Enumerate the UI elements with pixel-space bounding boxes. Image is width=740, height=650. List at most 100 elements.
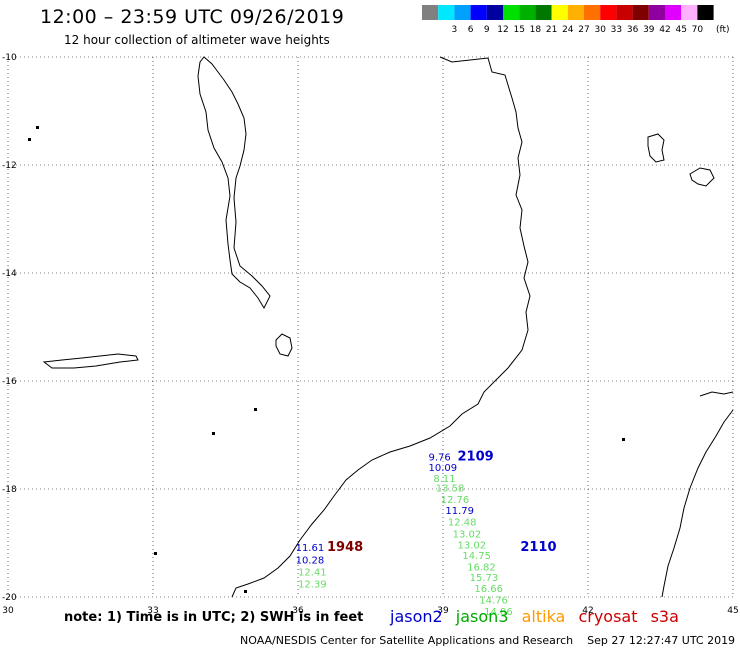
- y-tick-label: -10: [2, 53, 17, 63]
- wave-height-value: 14.75: [462, 551, 491, 562]
- wave-height-value: 10.09: [429, 463, 458, 474]
- legend-swatch: [454, 5, 471, 20]
- chart-title: 12:00 – 23:59 UTC 09/26/2019: [40, 6, 345, 28]
- y-tick-label: -14: [2, 269, 17, 279]
- wave-height-value: 12.39: [298, 579, 327, 590]
- legend-swatch: [697, 5, 714, 20]
- satellite-key: jason2 jason3 altika cryosat s3a: [390, 607, 687, 626]
- wave-height-value: 11.79: [445, 506, 474, 517]
- legend-swatch: [535, 5, 552, 20]
- wave-height-values: 9.7610.098.1113.5812.7611.7912.4813.0213…: [296, 452, 513, 617]
- pass-time-labels: 2109 2110 1948: [327, 449, 557, 555]
- x-tick-label: 36: [292, 606, 304, 616]
- legend-swatch: [616, 5, 633, 20]
- legend-label: 33: [611, 25, 622, 35]
- coastlines: [28, 56, 734, 598]
- footnote: note: 1) Time is in UTC; 2) SWH is in fe…: [64, 610, 364, 625]
- legend-label: 45: [675, 25, 686, 35]
- wave-height-value: 8.11: [433, 474, 455, 485]
- satellite-s3a: s3a: [650, 607, 679, 626]
- chart-subtitle: 12 hour collection of altimeter wave hei…: [64, 33, 330, 47]
- gridlines: [7, 56, 734, 598]
- legend-label: 12: [497, 25, 508, 35]
- x-tick-label: 42: [582, 606, 593, 616]
- wave-height-value: 12.41: [298, 567, 327, 578]
- pass-time-label: 2109: [458, 449, 494, 464]
- wave-height-value: 14.86: [484, 607, 513, 618]
- wave-height-value: 12.48: [448, 518, 477, 529]
- legend-swatch: [551, 5, 568, 20]
- coastline: [647, 133, 665, 163]
- legend-swatch: [648, 5, 665, 20]
- legend-swatch: [632, 5, 649, 20]
- satellite-jason2: jason2: [390, 607, 443, 626]
- legend-label: 30: [594, 25, 606, 35]
- pass-time-label: 1948: [327, 540, 363, 555]
- wave-height-value: 9.76: [429, 452, 451, 463]
- wave-height-value: 16.66: [474, 584, 503, 595]
- timestamp: Sep 27 12:27:47 UTC 2019: [587, 634, 736, 647]
- y-tick-label: -20: [2, 593, 17, 603]
- legend-label: 70: [692, 25, 704, 35]
- legend-swatch: [681, 5, 698, 20]
- credit-line: NOAA/NESDIS Center for Satellite Applica…: [240, 634, 735, 647]
- legend-label: 42: [659, 25, 670, 35]
- legend-label: 36: [627, 25, 639, 35]
- satellite-jason3: jason3: [455, 607, 509, 626]
- wave-height-value: 13.02: [453, 530, 482, 541]
- legend-label: 6: [468, 25, 474, 35]
- legend-swatch: [567, 5, 584, 20]
- satellite-altika: altika: [521, 607, 566, 626]
- wave-height-value: 16.82: [467, 563, 496, 574]
- legend-label: 21: [546, 25, 557, 35]
- y-tick-label: -12: [2, 161, 17, 171]
- wave-height-value: 13.02: [458, 540, 487, 551]
- credit-text: NOAA/NESDIS Center for Satellite Applica…: [240, 634, 574, 647]
- color-legend: 3 6 9 12 15 18 21 24 27 30 33 36 39 42 45 70 (ft): [422, 5, 730, 35]
- coastline: [275, 333, 293, 357]
- island: [28, 138, 31, 141]
- pass-time-label: 2110: [520, 540, 556, 555]
- legend-label: 24: [562, 25, 574, 35]
- x-tick-label: 45: [727, 606, 738, 616]
- y-tick-label: -18: [2, 485, 17, 495]
- wave-height-value: 15.73: [470, 573, 499, 584]
- legend-swatch: [600, 5, 617, 20]
- legend-label: 15: [513, 25, 524, 35]
- legend-swatch: [519, 5, 536, 20]
- coastline: [231, 56, 531, 598]
- legend-swatch: [665, 5, 682, 20]
- legend-label: 39: [643, 25, 655, 35]
- coastline: [689, 167, 715, 187]
- coastline: [42, 353, 139, 369]
- legend-swatch: [503, 5, 520, 20]
- satellite-cryosat: cryosat: [578, 607, 638, 626]
- coastline: [197, 56, 271, 310]
- island: [622, 438, 625, 441]
- wave-height-value: 14.76: [479, 595, 508, 606]
- legend-label: 9: [484, 25, 490, 35]
- wave-height-value: 11.61: [296, 543, 325, 554]
- legend-unit: (ft): [716, 25, 730, 35]
- island: [36, 126, 39, 129]
- x-tick-label: 30: [2, 606, 14, 616]
- wave-height-value: 12.76: [441, 495, 470, 506]
- coastline: [661, 391, 734, 598]
- legend-label: 18: [530, 25, 542, 35]
- wave-height-value: 13.58: [436, 484, 465, 495]
- legend-swatch: [422, 5, 439, 20]
- y-tick-label: -16: [2, 377, 17, 387]
- legend-label: 3: [452, 25, 458, 35]
- island: [254, 408, 257, 411]
- island: [212, 432, 215, 435]
- x-tick-label: 39: [437, 606, 449, 616]
- island: [154, 552, 157, 555]
- wave-height-value: 10.28: [296, 556, 325, 567]
- legend-label: 27: [578, 25, 589, 35]
- legend-swatch: [470, 5, 487, 20]
- axis-ticks: 30 33 36 39 42 45 -10 -12 -14 -16 -18 -20: [2, 53, 739, 616]
- legend-swatch: [438, 5, 455, 20]
- island: [244, 590, 247, 593]
- x-tick-label: 33: [147, 606, 158, 616]
